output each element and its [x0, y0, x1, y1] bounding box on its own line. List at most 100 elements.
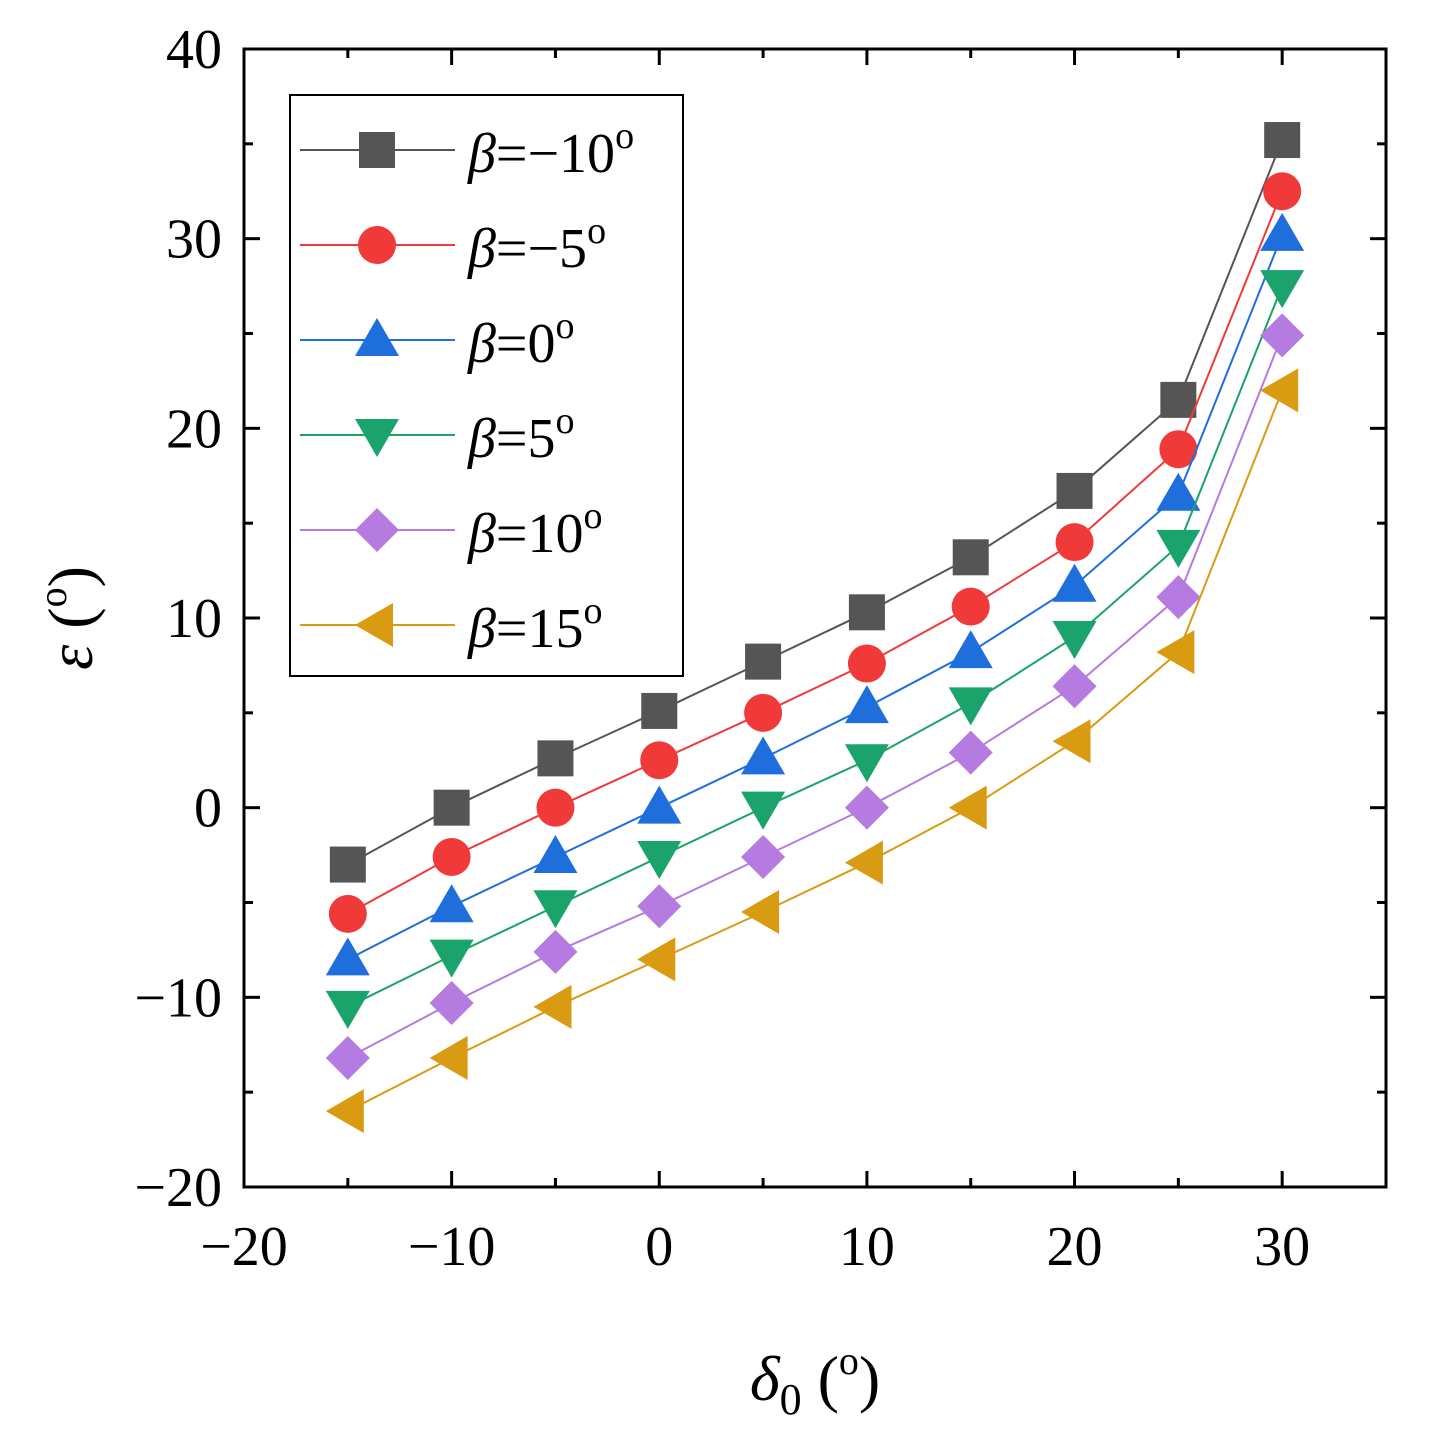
x-tick-label: 0 [645, 1216, 673, 1278]
data-point [1156, 472, 1201, 511]
series-line [347, 139, 1284, 866]
data-point [1260, 270, 1305, 309]
data-point [640, 741, 679, 780]
data-point [741, 736, 786, 775]
legend-entry: β=0o [300, 305, 574, 375]
data-point [844, 744, 889, 783]
data-point [325, 990, 370, 1029]
series-2 [325, 212, 1305, 976]
legend-entry: β=−5o [300, 210, 606, 280]
data-point [641, 692, 678, 729]
data-point [1263, 172, 1302, 211]
x-axis-unit-sup: o [839, 1338, 859, 1383]
x-axis-subscript: 0 [780, 1375, 802, 1424]
data-point [432, 837, 471, 876]
series-1 [328, 172, 1302, 933]
legend-entry: β=15o [300, 590, 602, 660]
y-axis-unit-open: ( [35, 607, 106, 644]
legend-label: β=10o [467, 495, 602, 565]
data-point [325, 937, 370, 976]
legend-marker [359, 132, 395, 168]
y-axis-symbol: ε [35, 644, 106, 670]
plot-frame [242, 47, 1388, 1189]
x-axis-unit-open: ( [802, 1343, 839, 1414]
data-point [1156, 575, 1201, 620]
data-point [848, 594, 885, 631]
legend: β=−10o β=−5o β=0o β=5o β=10o β=15o [289, 94, 684, 677]
data-point [533, 984, 572, 1029]
data-point [433, 789, 470, 826]
legend-label: β=15o [467, 590, 602, 660]
legend-entry: β=10o [300, 495, 602, 565]
x-axis-symbol: δ [750, 1343, 781, 1414]
data-point [1056, 472, 1093, 509]
y-tick-label: −20 [134, 1157, 222, 1219]
y-tick-labels: −20 −10 0 10 20 30 40 [134, 19, 222, 1219]
series-0 [329, 122, 1301, 883]
x-tick-label: −10 [408, 1216, 496, 1278]
data-point [1264, 122, 1301, 159]
legend-marker [355, 318, 399, 356]
series-4 [325, 313, 1305, 1081]
legend-box [289, 94, 684, 677]
data-point [429, 884, 474, 923]
x-axis-unit-close: ) [859, 1343, 880, 1414]
data-point [1260, 313, 1305, 358]
series-line [347, 234, 1284, 961]
data-point [844, 785, 889, 830]
data-point [637, 884, 682, 929]
data-point [1260, 212, 1305, 251]
x-tick-labels: −20 −10 0 10 20 30 [200, 1216, 1310, 1278]
data-point [1160, 381, 1197, 418]
legend-label: β=−10o [467, 115, 634, 185]
legend-label: β=0o [467, 305, 574, 375]
data-point [952, 539, 989, 576]
data-point [948, 730, 993, 775]
legend-entry: β=5o [300, 400, 574, 470]
legend-entry: β=−10o [300, 115, 634, 185]
data-point [325, 1089, 364, 1134]
data-point [329, 846, 366, 883]
legend-marker [358, 226, 396, 264]
data-point [948, 785, 987, 830]
legend-marker [355, 419, 399, 457]
legend-marker [355, 603, 393, 647]
y-axis-title: ε (o) [30, 566, 106, 670]
series-layer [325, 122, 1305, 1134]
series-3 [325, 270, 1305, 1029]
data-point [429, 981, 474, 1026]
series-5 [325, 368, 1299, 1134]
data-point [1055, 523, 1094, 562]
y-tick-label: 40 [166, 19, 222, 81]
x-tick-label: 10 [839, 1216, 895, 1278]
x-tick-label: 20 [1047, 1216, 1103, 1278]
data-point [1052, 563, 1097, 602]
y-tick-label: −10 [134, 967, 222, 1029]
x-axis-title: δ0 (o) [750, 1338, 880, 1424]
data-point [533, 890, 578, 929]
legend-label: β=−5o [467, 210, 606, 280]
data-point [1260, 368, 1299, 413]
legend-label: β=5o [467, 400, 574, 470]
data-point [951, 587, 990, 626]
y-tick-label: 20 [166, 398, 222, 460]
data-point [844, 840, 883, 885]
data-point [637, 937, 676, 982]
data-point [328, 894, 367, 933]
data-point [1052, 719, 1091, 764]
y-tick-label: 0 [194, 778, 222, 840]
data-point [536, 788, 575, 827]
data-point [948, 687, 993, 726]
data-point [1052, 620, 1097, 659]
data-point [533, 834, 578, 873]
data-point [429, 939, 474, 978]
data-point [1156, 630, 1195, 675]
data-point [741, 791, 786, 830]
y-tick-label: 30 [166, 209, 222, 271]
data-point [741, 889, 780, 934]
data-point [948, 630, 993, 669]
y-tick-label: 10 [166, 588, 222, 650]
series-line [347, 335, 1284, 1059]
data-point [847, 644, 886, 683]
